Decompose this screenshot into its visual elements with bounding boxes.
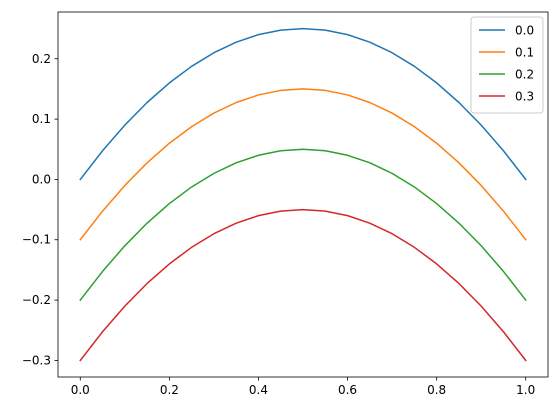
legend: 0.0 0.1 0.2 0.3 <box>470 16 544 114</box>
x-axis: 0.0 0.2 0.4 0.6 0.8 1.0 <box>71 377 535 397</box>
y-tick-label: 0.2 <box>32 52 51 66</box>
series-line-1 <box>79 88 527 241</box>
y-tick-label: −0.3 <box>22 353 51 367</box>
axes-frame <box>57 11 549 378</box>
plot-lines <box>79 27 527 362</box>
legend-label-3: 0.3 <box>515 90 534 104</box>
y-tick-label: 0.0 <box>32 172 51 186</box>
x-tick-label: 0.0 <box>71 383 90 397</box>
y-axis: −0.3 −0.2 −0.1 0.0 0.1 0.2 <box>22 52 58 367</box>
y-tick-label: −0.1 <box>22 233 51 247</box>
x-tick-label: 1.0 <box>516 383 535 397</box>
y-tick-label: −0.2 <box>22 293 51 307</box>
series-line-0 <box>79 27 527 181</box>
y-tick-label: 0.1 <box>32 112 51 126</box>
legend-label-0: 0.0 <box>515 24 534 38</box>
x-tick-label: 0.6 <box>338 383 357 397</box>
legend-box <box>470 16 544 114</box>
x-tick-label: 0.8 <box>427 383 446 397</box>
legend-label-2: 0.2 <box>515 68 534 82</box>
series-line-2 <box>79 148 527 302</box>
x-tick-label: 0.2 <box>160 383 179 397</box>
legend-label-1: 0.1 <box>515 46 534 60</box>
x-tick-label: 0.4 <box>249 383 268 397</box>
series-line-3 <box>79 208 527 362</box>
